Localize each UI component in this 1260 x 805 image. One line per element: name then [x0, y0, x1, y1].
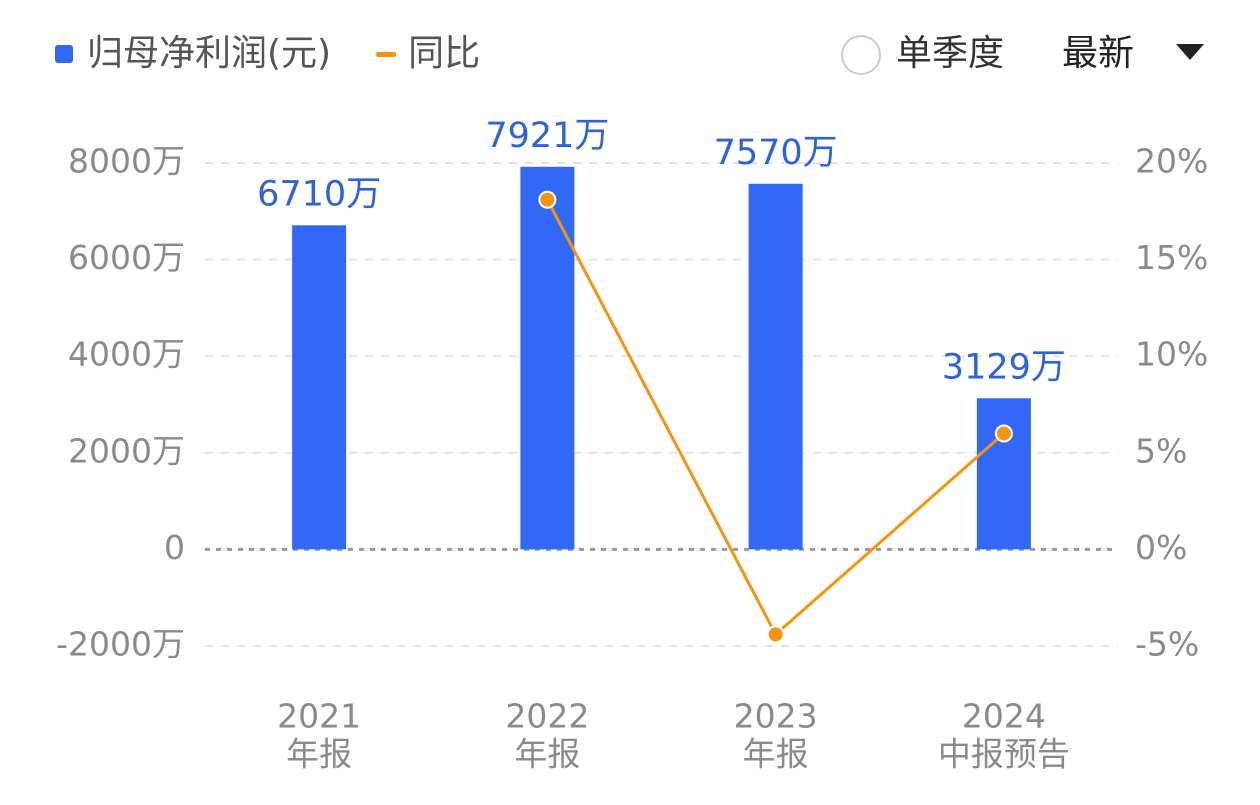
- bar: [520, 166, 575, 550]
- x-tick-label: 2021: [277, 697, 361, 736]
- x-tick-label: 2024: [962, 697, 1046, 736]
- y-tick-label: 8000万: [68, 142, 185, 181]
- x-tick-label: 中报预告: [938, 735, 1070, 774]
- radio-button[interactable]: [841, 35, 881, 75]
- line-point: [994, 424, 1013, 443]
- y2-tick-label: -5%: [1135, 625, 1199, 664]
- data-label: 3129万: [942, 347, 1066, 387]
- data-label: 7570万: [714, 133, 838, 173]
- legend-label: 同比: [408, 33, 480, 74]
- x-tick-label: 年报: [743, 735, 809, 774]
- line-point: [766, 625, 785, 644]
- line-point: [538, 190, 557, 209]
- x-tick-label: 年报: [286, 735, 352, 774]
- data-label: 7921万: [485, 116, 609, 156]
- legend-label: 归母净利润(元): [87, 33, 331, 74]
- legend-swatch: [55, 45, 73, 63]
- y-tick-label: 2000万: [68, 431, 185, 470]
- bar: [748, 183, 803, 550]
- data-label: 6710万: [257, 174, 381, 214]
- y2-tick-label: 0%: [1135, 528, 1187, 567]
- y2-tick-label: 10%: [1135, 335, 1208, 374]
- quarterly-toggle[interactable]: 单季度: [896, 33, 1004, 74]
- dropdown-arrow[interactable]: [1176, 44, 1204, 60]
- bar: [292, 225, 347, 550]
- y2-tick-label: 20%: [1135, 142, 1208, 181]
- y-tick-label: 6000万: [68, 238, 185, 277]
- y-tick-label: 4000万: [68, 335, 185, 374]
- y2-tick-label: 15%: [1135, 238, 1208, 277]
- x-tick-label: 2022: [505, 697, 589, 736]
- period-select[interactable]: 最新: [1062, 33, 1134, 74]
- y-tick-label: -2000万: [56, 625, 185, 664]
- y-tick-label: 0: [164, 528, 185, 567]
- bar: [976, 398, 1031, 550]
- y2-tick-label: 5%: [1135, 431, 1187, 470]
- legend-swatch: [376, 52, 397, 57]
- x-tick-label: 2023: [734, 697, 818, 736]
- x-tick-label: 年报: [514, 735, 580, 774]
